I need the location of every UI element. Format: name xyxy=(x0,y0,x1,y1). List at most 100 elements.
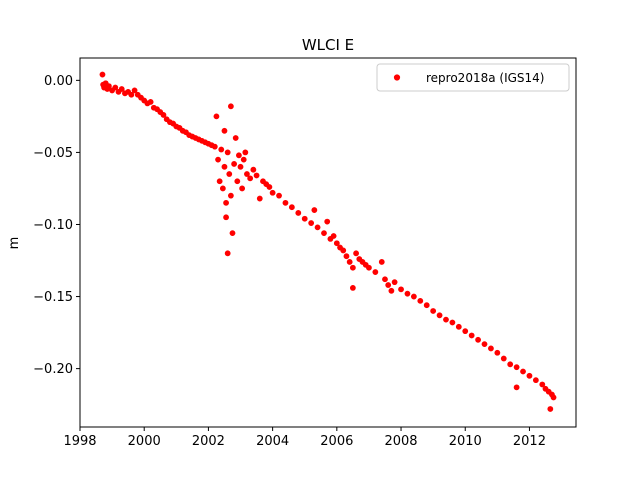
y-tick-label: −0.05 xyxy=(33,146,73,161)
data-point xyxy=(423,302,430,309)
chart-title: WLCI E xyxy=(302,36,354,54)
legend-label: repro2018a (IGS14) xyxy=(426,71,544,85)
legend-box xyxy=(376,63,570,92)
data-point xyxy=(160,112,167,118)
x-tick-label: 2008 xyxy=(384,434,417,449)
data-point xyxy=(468,332,475,339)
data-point xyxy=(112,84,119,91)
data-point xyxy=(237,163,244,170)
data-point xyxy=(282,199,289,206)
data-point xyxy=(462,328,469,335)
axes: 1998 2000 2002 2004 2006 2008 2010 2012 0.00 −0.0… xyxy=(33,57,577,449)
data-point xyxy=(333,240,340,247)
data-point xyxy=(253,172,260,179)
data-point xyxy=(308,220,315,226)
data-point xyxy=(340,247,347,254)
data-point xyxy=(321,230,327,237)
data-point xyxy=(343,253,350,260)
data-point xyxy=(216,178,223,185)
data-point xyxy=(398,286,404,293)
data-point xyxy=(147,99,154,105)
data-point xyxy=(128,91,135,98)
data-point xyxy=(547,406,554,412)
data-point xyxy=(353,250,359,257)
data-point xyxy=(223,199,229,206)
legend-marker xyxy=(393,74,401,81)
data-point xyxy=(256,195,263,202)
data-point xyxy=(131,87,138,94)
data-point xyxy=(99,71,106,78)
data-point xyxy=(105,83,112,90)
data-point xyxy=(314,224,321,231)
data-point xyxy=(330,233,337,239)
x-tick-label: 2000 xyxy=(128,434,161,449)
x-tick-label: 2010 xyxy=(449,434,482,449)
data-point xyxy=(244,171,250,177)
data-point xyxy=(295,210,302,216)
y-tick-label: 0.00 xyxy=(44,74,73,89)
data-point xyxy=(494,349,501,356)
data-point xyxy=(221,163,228,170)
data-point xyxy=(449,319,456,326)
data-point xyxy=(488,345,494,352)
data-point xyxy=(227,192,234,199)
y-tick-label: −0.20 xyxy=(33,362,73,377)
data-point xyxy=(507,361,514,368)
data-point xyxy=(118,86,125,92)
data-point xyxy=(227,103,234,110)
data-point xyxy=(229,230,236,237)
data-point xyxy=(526,372,533,379)
data-point xyxy=(349,264,356,271)
data-point xyxy=(232,135,239,141)
data-point xyxy=(221,127,228,134)
data-point xyxy=(234,178,241,185)
data-point xyxy=(443,316,449,323)
data-point xyxy=(224,149,231,156)
data-point xyxy=(324,218,331,225)
data-point xyxy=(346,259,353,265)
data-point xyxy=(382,276,388,283)
data-point xyxy=(372,269,379,275)
data-point xyxy=(391,279,398,286)
data-point xyxy=(269,189,276,196)
data-point xyxy=(550,394,557,401)
data-point xyxy=(481,341,488,348)
data-point xyxy=(404,290,411,297)
data-point xyxy=(215,156,221,163)
data-point xyxy=(236,152,242,159)
plot-frame xyxy=(79,57,577,428)
data-point xyxy=(475,336,481,343)
data-point xyxy=(500,355,507,362)
x-tick-label: 2004 xyxy=(256,434,289,449)
x-tick-label: 2012 xyxy=(513,434,546,449)
data-point xyxy=(266,184,273,190)
data-point xyxy=(436,312,443,319)
data-point xyxy=(288,204,295,211)
legend: repro2018a (IGS14) xyxy=(376,63,570,92)
data-point xyxy=(247,175,254,182)
data-point xyxy=(520,368,526,375)
x-tick-label: 2002 xyxy=(192,434,225,449)
y-axis-label: m xyxy=(7,237,22,250)
y-tick-label: −0.15 xyxy=(33,290,73,305)
y-tick-label: −0.10 xyxy=(33,218,73,233)
data-point xyxy=(417,297,424,304)
data-point xyxy=(455,323,462,330)
data-point xyxy=(231,161,237,167)
data-points xyxy=(99,71,557,412)
data-point xyxy=(430,308,437,314)
x-tick-label: 1998 xyxy=(63,434,96,449)
data-point xyxy=(211,143,218,150)
data-point xyxy=(240,156,247,163)
data-point xyxy=(378,259,385,265)
data-point xyxy=(385,282,392,288)
data-point xyxy=(219,185,226,192)
data-point xyxy=(276,192,282,199)
data-point xyxy=(213,113,220,120)
data-point xyxy=(223,214,229,221)
data-point xyxy=(349,284,356,291)
data-point xyxy=(301,215,308,222)
x-tick-label: 2006 xyxy=(320,434,353,449)
